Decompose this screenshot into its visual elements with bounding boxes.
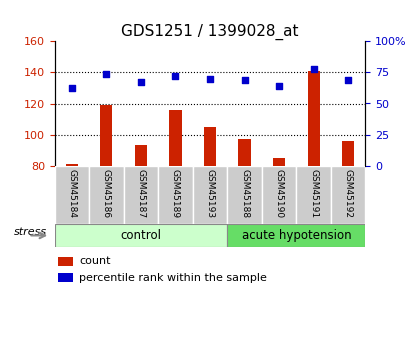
Bar xyxy=(204,127,216,166)
Point xyxy=(276,84,282,89)
Bar xyxy=(273,158,285,166)
Bar xyxy=(239,139,251,166)
Text: GSM45184: GSM45184 xyxy=(67,169,76,218)
Bar xyxy=(89,166,123,224)
Bar xyxy=(55,224,227,247)
Text: acute hypotension: acute hypotension xyxy=(241,229,351,242)
Text: GSM45190: GSM45190 xyxy=(275,169,284,218)
Point xyxy=(310,67,317,72)
Bar xyxy=(135,146,147,166)
Bar xyxy=(169,110,181,166)
Point xyxy=(172,73,179,78)
Text: GSM45191: GSM45191 xyxy=(309,169,318,218)
Text: GSM45192: GSM45192 xyxy=(344,169,353,218)
Point xyxy=(103,71,110,77)
Point xyxy=(68,85,75,91)
Bar xyxy=(55,166,89,224)
Bar xyxy=(58,273,73,282)
Bar xyxy=(307,71,320,166)
Bar xyxy=(227,166,262,224)
Text: GSM45187: GSM45187 xyxy=(136,169,145,218)
Point xyxy=(138,79,144,85)
Text: stress: stress xyxy=(13,227,47,237)
Bar xyxy=(66,164,78,166)
Text: percentile rank within the sample: percentile rank within the sample xyxy=(79,273,268,283)
Bar xyxy=(331,166,365,224)
Point xyxy=(207,76,213,81)
Text: GSM45186: GSM45186 xyxy=(102,169,111,218)
Point xyxy=(345,77,352,83)
Text: count: count xyxy=(79,256,111,266)
Bar xyxy=(100,105,113,166)
Bar xyxy=(227,224,365,247)
Bar xyxy=(58,257,73,266)
Bar xyxy=(193,166,227,224)
Bar xyxy=(342,141,354,166)
Text: control: control xyxy=(121,229,161,242)
Text: GSM45189: GSM45189 xyxy=(171,169,180,218)
Title: GDS1251 / 1399028_at: GDS1251 / 1399028_at xyxy=(121,24,299,40)
Text: GSM45193: GSM45193 xyxy=(205,169,215,218)
Text: GSM45188: GSM45188 xyxy=(240,169,249,218)
Bar xyxy=(262,166,297,224)
Bar xyxy=(297,166,331,224)
Bar xyxy=(123,166,158,224)
Point xyxy=(241,77,248,83)
Bar xyxy=(158,166,193,224)
